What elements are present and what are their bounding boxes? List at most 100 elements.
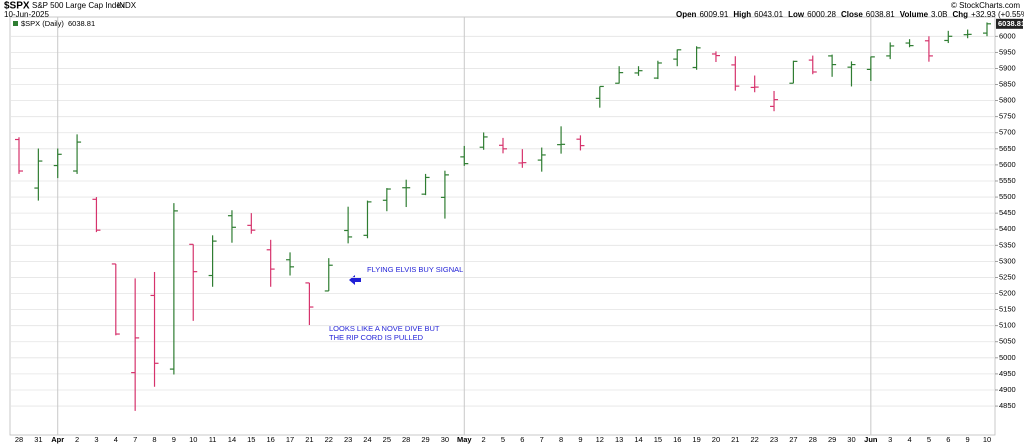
x-tick-label: 5: [927, 435, 931, 444]
legend-swatch: [13, 21, 18, 26]
stat-label: Volume: [900, 10, 929, 19]
y-tick-label: 5550: [999, 176, 1016, 185]
x-tick-label: 10: [189, 435, 197, 444]
x-tick-label: Jun: [864, 435, 878, 444]
x-tick-label: May: [457, 435, 472, 444]
x-tick-label: 11: [209, 435, 217, 444]
stat-label: High: [733, 10, 751, 19]
copyright: © StockCharts.com: [951, 1, 1020, 10]
y-tick-label: 5850: [999, 80, 1016, 89]
y-tick-label: 5800: [999, 96, 1016, 105]
x-tick-label: 7: [133, 435, 137, 444]
x-tick-label: 9: [966, 435, 970, 444]
x-tick-label: 15: [247, 435, 255, 444]
stat-label: Close: [841, 10, 863, 19]
x-tick-label: 16: [673, 435, 681, 444]
stat-value: +32.93 (+0.55%): [971, 10, 1024, 19]
symbol: $SPX: [4, 1, 30, 12]
x-tick-label: 28: [809, 435, 817, 444]
x-tick-label: 22: [751, 435, 759, 444]
stat-label: Low: [788, 10, 805, 19]
stat-value: 6043.01: [754, 10, 783, 19]
x-tick-label: 29: [421, 435, 429, 444]
x-tick-label: 8: [152, 435, 156, 444]
y-tick-label: 5050: [999, 337, 1016, 346]
x-tick-label: 31: [34, 435, 42, 444]
y-tick-label: 5000: [999, 353, 1016, 362]
x-tick-label: 9: [578, 435, 582, 444]
legend-label: $SPX (Daily): [21, 19, 64, 28]
x-tick-label: 23: [344, 435, 352, 444]
x-tick-label: 30: [441, 435, 449, 444]
plot-frame: [9, 16, 996, 436]
x-tick-label: 10: [983, 435, 991, 444]
x-tick-label: 2: [482, 435, 486, 444]
y-tick-label: 5650: [999, 144, 1016, 153]
x-tick-label: 13: [615, 435, 623, 444]
x-tick-label: 15: [654, 435, 662, 444]
x-tick-label: 28: [402, 435, 410, 444]
annotation: FLYING ELVIS BUY SIGNAL: [367, 265, 463, 274]
y-tick-label: 5950: [999, 47, 1016, 56]
y-tick-label: 5200: [999, 289, 1016, 298]
stat-value: 3.0B: [931, 10, 947, 19]
y-tick-label: 5900: [999, 63, 1016, 72]
x-tick-label: 22: [325, 435, 333, 444]
y-tick-label: 5100: [999, 321, 1016, 330]
x-tick-label: 24: [363, 435, 371, 444]
x-tick-label: Apr: [51, 435, 64, 444]
stat-label: Chg: [953, 10, 969, 19]
stats: Open 6009.91 High 6043.01 Low 6000.28 Close 603…: [676, 10, 1024, 19]
y-tick-label: 4950: [999, 369, 1016, 378]
y-tick-label: 5600: [999, 160, 1016, 169]
y-tick-label: 4850: [999, 401, 1016, 410]
x-tick-label: 27: [789, 435, 797, 444]
stat-value: 6038.81: [866, 10, 895, 19]
annotation: LOOKS LIKE A NOVE DIVE BUT: [329, 324, 440, 333]
date: 10-Jun-2025: [4, 10, 49, 19]
x-tick-label: 14: [228, 435, 236, 444]
y-tick-label: 5700: [999, 128, 1016, 137]
y-tick-label: 5400: [999, 224, 1016, 233]
last-price-label: 6038.81: [998, 19, 1024, 28]
x-tick-label: 6: [520, 435, 524, 444]
stat-value: 6000.28: [807, 10, 836, 19]
annotation: THE RIP CORD IS PULLED: [329, 333, 424, 342]
x-tick-label: 4: [114, 435, 118, 444]
x-tick-label: 19: [692, 435, 700, 444]
x-tick-label: 20: [712, 435, 720, 444]
x-tick-label: 9: [172, 435, 176, 444]
y-tick-label: 5500: [999, 192, 1016, 201]
y-tick-label: 4900: [999, 385, 1016, 394]
x-tick-label: 4: [907, 435, 911, 444]
y-tick-label: 5150: [999, 305, 1016, 314]
x-tick-label: 28: [15, 435, 23, 444]
x-tick-label: 3: [888, 435, 892, 444]
x-tick-label: 14: [634, 435, 642, 444]
y-tick-label: 5250: [999, 272, 1016, 281]
x-tick-label: 3: [94, 435, 98, 444]
y-tick-label: 6000: [999, 31, 1016, 40]
x-tick-label: 5: [501, 435, 505, 444]
y-tick-label: 5300: [999, 256, 1016, 265]
exchange: INDX: [117, 1, 137, 10]
x-tick-label: 21: [305, 435, 313, 444]
x-tick-label: 16: [267, 435, 275, 444]
stat-label: Open: [676, 10, 697, 19]
x-tick-label: 25: [383, 435, 391, 444]
index-name: S&P 500 Large Cap Index: [32, 1, 125, 10]
stat-value: 6009.91: [699, 10, 728, 19]
x-tick-label: 29: [828, 435, 836, 444]
y-tick-label: 5750: [999, 112, 1016, 121]
legend-value: 6038.81: [68, 19, 95, 28]
x-tick-label: 21: [731, 435, 739, 444]
x-tick-label: 17: [286, 435, 294, 444]
y-tick-label: 5350: [999, 240, 1016, 249]
y-tick-label: 5450: [999, 208, 1016, 217]
x-tick-label: 6: [946, 435, 950, 444]
x-tick-label: 30: [847, 435, 855, 444]
x-tick-label: 12: [596, 435, 604, 444]
x-tick-label: 8: [559, 435, 563, 444]
